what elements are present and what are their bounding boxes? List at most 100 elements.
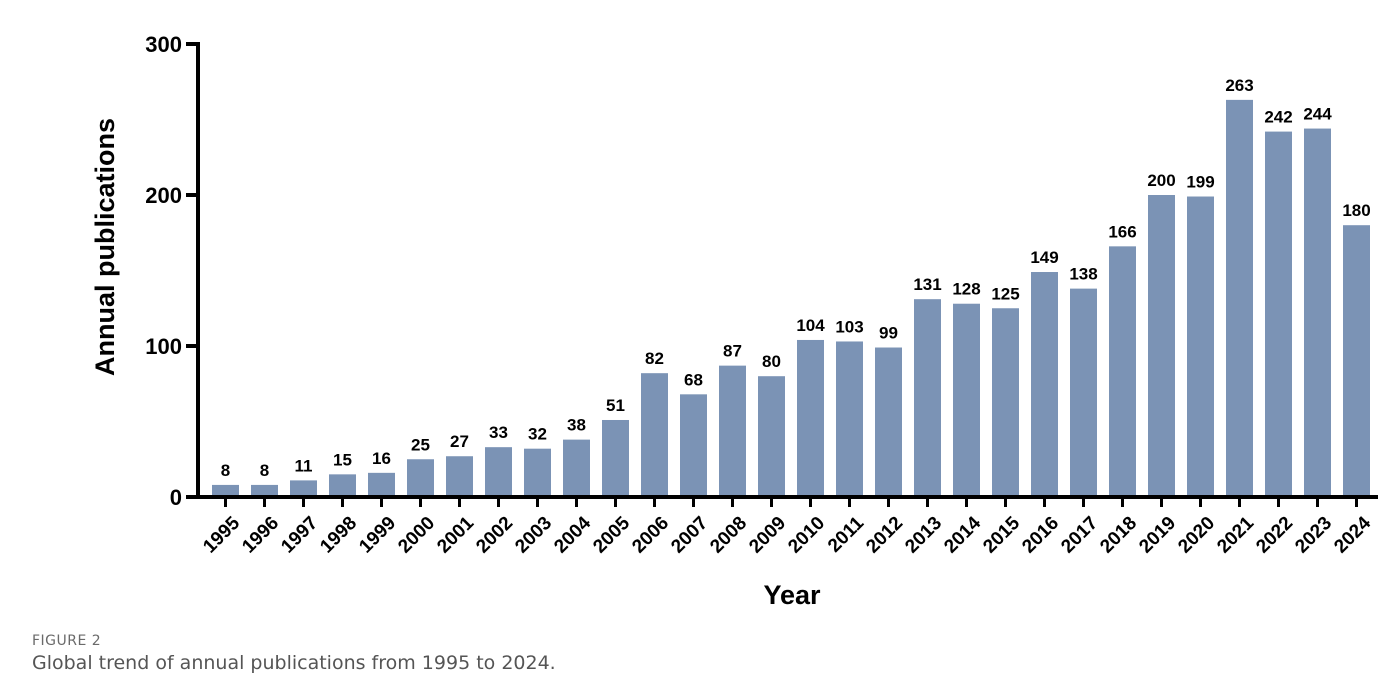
value-label-1997: 11 bbox=[295, 456, 313, 475]
bar-2014 bbox=[953, 303, 980, 497]
bar-2008 bbox=[719, 365, 746, 497]
x-tick-label-1999: 1999 bbox=[355, 513, 400, 558]
value-label-2003: 32 bbox=[528, 425, 547, 444]
bar-2016 bbox=[1031, 272, 1058, 497]
x-tick-label-2004: 2004 bbox=[550, 512, 595, 557]
value-label-2001: 27 bbox=[450, 432, 469, 451]
x-tick-label-2000: 2000 bbox=[394, 513, 439, 558]
bar-2018 bbox=[1109, 246, 1136, 497]
x-tick-label-1995: 1995 bbox=[199, 512, 244, 557]
bar-2012 bbox=[875, 347, 902, 497]
figure-caption: Global trend of annual publications from… bbox=[32, 652, 556, 674]
value-label-2010: 104 bbox=[796, 316, 825, 335]
value-label-2017: 138 bbox=[1069, 265, 1097, 284]
x-tick-label-2023: 2023 bbox=[1291, 513, 1336, 558]
bar-2021 bbox=[1226, 99, 1253, 498]
x-tick-label-2024: 2024 bbox=[1330, 512, 1375, 557]
x-tick-label-2009: 2009 bbox=[745, 513, 790, 558]
value-label-2004: 38 bbox=[567, 416, 586, 435]
x-tick-label-2018: 2018 bbox=[1096, 513, 1141, 558]
x-tick-label-2016: 2016 bbox=[1018, 513, 1063, 558]
bar-2020 bbox=[1187, 196, 1214, 497]
y-tick-label: 100 bbox=[145, 334, 182, 359]
value-label-1995: 8 bbox=[221, 461, 230, 480]
y-axis-label: Annual publications bbox=[90, 118, 120, 376]
x-tick-labels-group: 1995199619971998199920002001200220032004… bbox=[199, 497, 1375, 557]
value-label-2016: 149 bbox=[1030, 248, 1058, 267]
bar-2022 bbox=[1265, 131, 1292, 497]
value-label-2006: 82 bbox=[645, 349, 664, 368]
bar-2015 bbox=[992, 308, 1019, 497]
x-tick-label-2011: 2011 bbox=[824, 512, 868, 556]
x-tick-label-2001: 2001 bbox=[433, 512, 478, 557]
bar-1997 bbox=[290, 480, 317, 497]
bar-2024 bbox=[1343, 225, 1370, 497]
x-tick-label-1997: 1997 bbox=[277, 513, 322, 558]
value-label-2002: 33 bbox=[489, 423, 508, 442]
bar-1999 bbox=[368, 472, 395, 497]
value-label-2024: 180 bbox=[1342, 201, 1370, 220]
value-label-2015: 125 bbox=[991, 284, 1019, 303]
value-label-2019: 200 bbox=[1147, 171, 1175, 190]
bar-2023 bbox=[1304, 128, 1331, 497]
x-tick-label-2014: 2014 bbox=[940, 512, 985, 557]
x-tick-label-2020: 2020 bbox=[1174, 513, 1219, 558]
value-label-1998: 15 bbox=[333, 450, 352, 469]
bar-2013 bbox=[914, 299, 941, 497]
value-label-2012: 99 bbox=[879, 324, 898, 343]
x-tick-label-2002: 2002 bbox=[472, 513, 517, 558]
bar-1996 bbox=[251, 484, 278, 497]
y-tick-label: 0 bbox=[170, 485, 182, 510]
x-tick-label-2006: 2006 bbox=[628, 513, 673, 558]
y-tick-label: 200 bbox=[145, 183, 182, 208]
x-tick-label-2013: 2013 bbox=[901, 513, 946, 558]
value-labels-group: 8 8 11 15 16 25 27 33 32 38 51 82 68 87 80 104 103 99 131 1… bbox=[221, 76, 1371, 480]
figure-label: FIGURE 2 bbox=[32, 633, 102, 649]
x-tick-label-2015: 2015 bbox=[979, 512, 1024, 557]
bars-group bbox=[212, 99, 1370, 498]
x-tick-label-2007: 2007 bbox=[667, 513, 712, 558]
x-tick-label-2012: 2012 bbox=[862, 513, 907, 558]
x-tick-label-1996: 1996 bbox=[238, 513, 283, 558]
value-label-2005: 51 bbox=[606, 396, 625, 415]
bar-2011 bbox=[836, 341, 863, 497]
bar-2006 bbox=[641, 373, 668, 497]
bar-2005 bbox=[602, 419, 629, 497]
value-label-2023: 244 bbox=[1303, 105, 1332, 124]
bar-2000 bbox=[407, 459, 434, 497]
value-label-2000: 25 bbox=[411, 435, 430, 454]
bar-2010 bbox=[797, 339, 824, 497]
y-tick-labels-group: 0 100 200 300 bbox=[145, 32, 198, 510]
bar-2001 bbox=[446, 456, 473, 497]
bar-2019 bbox=[1148, 195, 1175, 497]
value-label-2008: 87 bbox=[723, 342, 742, 361]
x-tick-label-2017: 2017 bbox=[1057, 513, 1102, 558]
value-label-1996: 8 bbox=[260, 461, 269, 480]
value-label-1999: 16 bbox=[372, 449, 391, 468]
bar-2007 bbox=[680, 394, 707, 497]
value-label-2020: 199 bbox=[1186, 173, 1214, 192]
value-label-2022: 242 bbox=[1264, 108, 1292, 127]
value-label-2007: 68 bbox=[684, 370, 703, 389]
value-label-2009: 80 bbox=[762, 352, 781, 371]
bar-2004 bbox=[563, 439, 590, 497]
value-label-2021: 263 bbox=[1225, 76, 1253, 95]
bar-1995 bbox=[212, 484, 239, 497]
value-label-2014: 128 bbox=[952, 280, 980, 299]
x-tick-label-2022: 2022 bbox=[1252, 513, 1297, 558]
x-tick-label-2003: 2003 bbox=[511, 513, 556, 558]
bar-1998 bbox=[329, 474, 356, 497]
value-label-2011: 103 bbox=[835, 317, 863, 336]
x-tick-label-2021: 2021 bbox=[1213, 512, 1258, 557]
x-tick-label-2010: 2010 bbox=[784, 513, 829, 558]
bar-2009 bbox=[758, 376, 785, 497]
value-label-2013: 131 bbox=[913, 275, 941, 294]
x-tick-label-2019: 2019 bbox=[1135, 513, 1180, 558]
y-tick-label: 300 bbox=[145, 32, 182, 57]
bar-2003 bbox=[524, 448, 551, 497]
bar-chart: 8 8 11 15 16 25 27 33 32 38 51 82 68 87 80 104 103 99 131 1… bbox=[90, 32, 1378, 610]
x-tick-label-2008: 2008 bbox=[706, 513, 751, 558]
x-tick-label-2005: 2005 bbox=[589, 512, 634, 557]
bar-2017 bbox=[1070, 288, 1097, 497]
bar-2002 bbox=[485, 447, 512, 497]
